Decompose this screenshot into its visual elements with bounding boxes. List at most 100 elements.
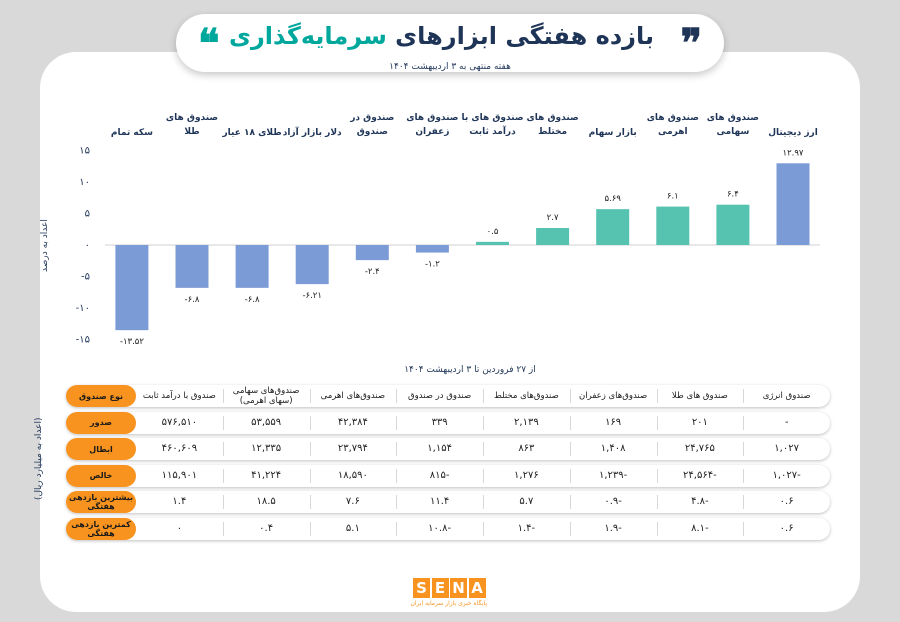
column-header: صندوق‌های مختلط: [493, 391, 559, 401]
table-cell: ۸۶۳: [518, 443, 535, 454]
table-cell: ۰.۶: [779, 496, 794, 507]
bar: [476, 241, 509, 245]
column-divider: [656, 415, 658, 430]
column-divider: [222, 495, 224, 509]
column-divider: [483, 389, 484, 403]
column-header: صندوق‌های زعفران: [579, 391, 648, 401]
y-tick-label: ۵: [85, 209, 90, 220]
bar-value-label: ۲.۷: [547, 213, 559, 223]
bar: [295, 245, 329, 285]
table-cell: ۱۱۵,۹۰۱: [161, 469, 198, 481]
table-cell: ۱,۴۰۸: [600, 443, 626, 454]
table-cell: ۱۲,۳۳۵: [251, 443, 282, 454]
column-header: صندوق انرژی: [762, 391, 811, 401]
bar: [175, 245, 209, 288]
title-highlight-part: سرمایه‌گذاری: [228, 22, 387, 50]
column-divider: [396, 468, 398, 483]
table-cell: ۱,۲۷۶: [514, 469, 539, 481]
table-cell: ۴۱,۲۲۴: [251, 469, 282, 481]
page-subtitle: هفته منتهی به ۳ اردیبهشت ۱۴۰۴: [389, 62, 511, 72]
column-header: صندوق‌های اهرمی: [320, 391, 386, 401]
column-divider: [483, 442, 484, 456]
table-cell: -۱.۴: [517, 522, 536, 534]
category-label: صندوق های: [647, 113, 699, 123]
column-divider: [222, 389, 224, 403]
table-cell: ۵.۷: [519, 496, 534, 507]
logo-letter: N: [450, 578, 467, 598]
category-label: صندوق: [357, 127, 388, 137]
column-divider: [222, 521, 224, 536]
bar-value-label: ۱۲.۹۷: [783, 148, 804, 158]
column-divider: [743, 415, 745, 430]
bar: [656, 206, 690, 245]
column-divider: [569, 442, 571, 456]
bar: [115, 245, 149, 331]
bar: [716, 204, 750, 245]
fund-flow-table: صندوق انرژی صندوق های طلا صندوق‌های زعفران…: [66, 385, 830, 544]
column-divider: [483, 468, 484, 483]
column-divider: [656, 468, 658, 483]
bar-value-label: -۶.۲۱: [302, 291, 321, 301]
category-label: صندوق در: [349, 113, 394, 123]
column-divider: [396, 389, 398, 403]
bar: [536, 227, 570, 245]
table-cell: ۲۰۱: [691, 416, 708, 428]
table-cell: ۲۳,۷۹۴: [337, 443, 368, 454]
column-divider: [483, 415, 484, 430]
table-cell: -۱,۰۲۷: [772, 469, 801, 481]
table-cell: ۱۸.۵: [256, 496, 276, 507]
category-label: درآمد ثابت: [469, 125, 516, 137]
bar-value-label: -۱.۲: [425, 260, 440, 270]
table-cell: ۱.۴: [172, 496, 187, 507]
row-label: صدور: [66, 411, 136, 434]
column-divider: [309, 495, 311, 509]
table-cell: ۴۲,۳۸۴: [337, 416, 368, 428]
table-cell: ۴۶۰,۶۰۹: [161, 443, 198, 454]
table-cell: -۰.۹: [604, 496, 622, 507]
table-cell: ۲,۱۳۹: [514, 416, 539, 428]
column-divider: [309, 521, 311, 536]
table-cell: -۴.۸: [691, 496, 709, 507]
row-label: نوع صندوق: [66, 385, 136, 407]
y-tick-label: ۰: [85, 240, 90, 251]
row-background: [66, 411, 830, 434]
category-label: سکه تمام: [111, 128, 153, 138]
column-divider: [656, 521, 658, 536]
bar-value-label: ۶.۱: [667, 192, 679, 202]
chart-x-axis-label: از ۲۷ فروردین تا ۳ اردیبهشت ۱۴۰۴: [404, 365, 536, 375]
table-cell: ۱,۰۲۷: [774, 443, 799, 454]
bar: [415, 245, 449, 253]
y-tick-label: ۱۵: [79, 146, 90, 157]
table-cell: ۳۳۹: [431, 416, 448, 428]
category-label: صندوق های: [707, 113, 759, 123]
column-divider: [569, 415, 571, 430]
category-label: صندوق های: [406, 113, 458, 123]
table-row: ۰.۶ -۴.۸ -۰.۹ ۵.۷ ۱۱.۴ ۷.۶ ۱۸.۵ ۱.۴ بیشترین بازد…: [66, 491, 830, 513]
row-label: خالص: [66, 464, 136, 487]
category-label: مختلط: [538, 127, 567, 137]
table-cell: -۲۴,۵۶۴: [683, 469, 717, 481]
column-divider: [483, 495, 484, 509]
category-label: صندوق های: [166, 113, 218, 123]
bar-value-label: ۵.۶۹: [604, 194, 621, 204]
bar-value-label: -۱۳.۵۲: [120, 337, 144, 347]
bar-value-label: ۰.۵: [487, 227, 499, 237]
table-cell: -۱۰.۸: [428, 522, 452, 534]
column-divider: [569, 521, 571, 536]
table-cell: ۱۶۹: [605, 416, 622, 428]
row-background: [66, 491, 830, 513]
table-cell: -: [784, 416, 789, 428]
column-divider: [483, 521, 484, 536]
table-cell: ۰.۴: [259, 522, 274, 534]
page-title: بازده هفتگی ابزارهای سرمایه‌گذاری: [229, 22, 654, 50]
table-cell: ۵۷۶,۵۱۰: [161, 416, 198, 428]
logo-tagline: پایگاه خبری بازار سرمایه ایران: [410, 600, 487, 607]
table-cell: ۷.۶: [345, 496, 360, 507]
column-divider: [309, 415, 311, 430]
bar: [596, 209, 630, 245]
column-divider: [656, 442, 658, 456]
category-label: طلای ۱۸ عیار: [221, 128, 281, 138]
column-header: صندوق با درآمد ثابت: [142, 391, 216, 401]
row-label: کمترین بازدهی هفتگی: [66, 517, 136, 540]
row-background: [66, 385, 830, 407]
